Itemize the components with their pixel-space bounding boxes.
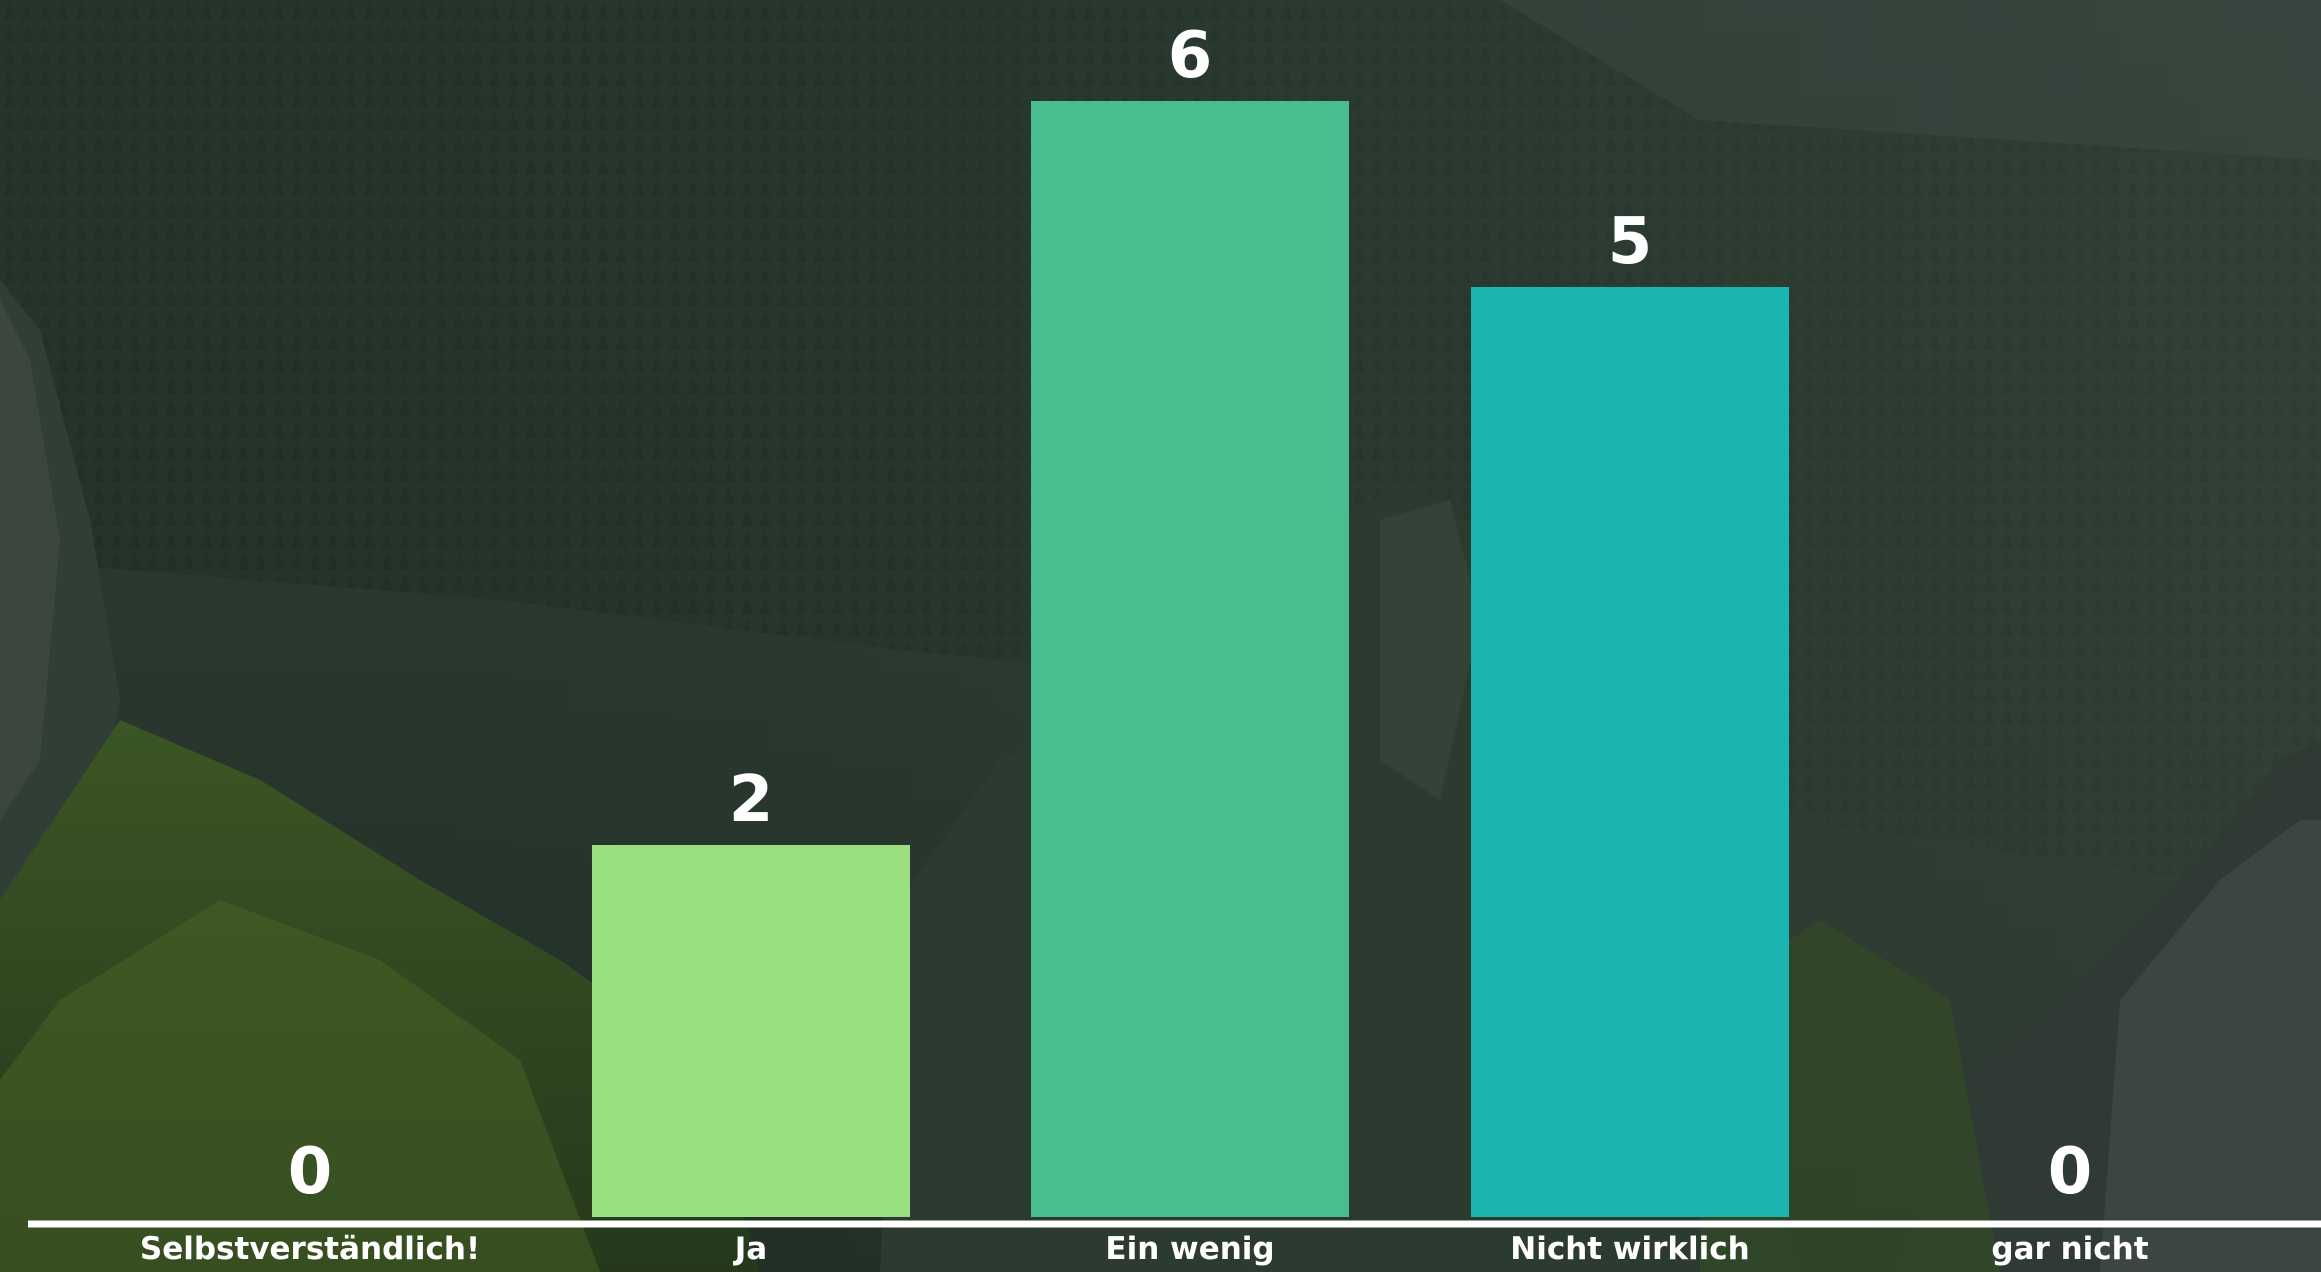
category-label-4: gar nicht (1991, 1231, 2148, 1267)
value-label-1: 2 (729, 763, 774, 837)
category-labels-group: Selbstverständlich! Ja Ein wenig Nicht wirk… (140, 1231, 2149, 1267)
value-label-2: 6 (1168, 19, 1213, 93)
bar-2 (1031, 101, 1349, 1217)
value-label-3: 5 (1608, 205, 1653, 279)
category-label-3: Nicht wirklich (1510, 1231, 1750, 1267)
category-label-1: Ja (733, 1231, 767, 1267)
bar-3 (1471, 287, 1789, 1217)
category-label-0: Selbstverständlich! (140, 1231, 480, 1267)
bars-group (592, 101, 1789, 1217)
bar-1 (592, 845, 910, 1217)
category-label-2: Ein wenig (1105, 1231, 1274, 1267)
value-label-0: 0 (288, 1135, 333, 1209)
value-label-4: 0 (2048, 1135, 2093, 1209)
value-labels-group: 0 2 6 5 0 (288, 19, 2093, 1209)
